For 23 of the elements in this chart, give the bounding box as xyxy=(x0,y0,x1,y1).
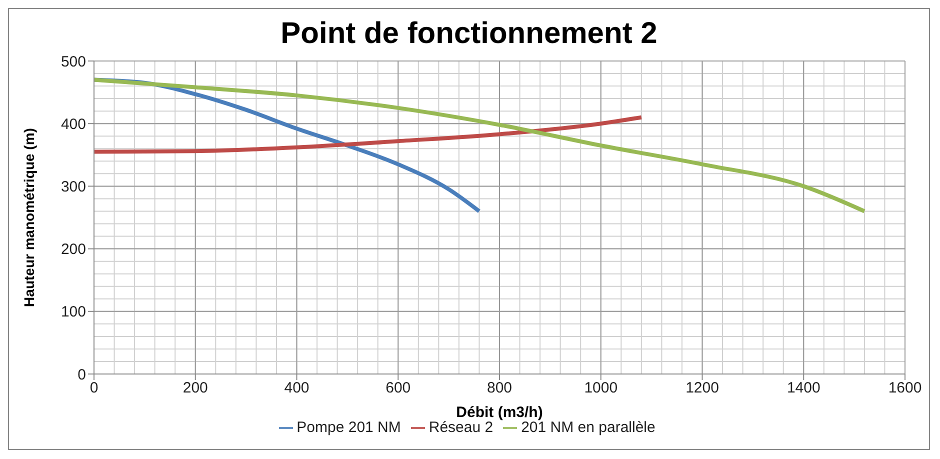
x-tick-label: 1600 xyxy=(888,380,922,397)
x-tick-label: 1200 xyxy=(686,380,719,397)
y-tick-label: 500 xyxy=(60,53,86,70)
x-tick-label: 0 xyxy=(90,380,98,397)
x-tick-label: 800 xyxy=(486,380,512,397)
x-tick-label: 1000 xyxy=(584,380,618,397)
legend-label: Pompe 201 NM xyxy=(296,419,401,436)
x-axis-title: Débit (m3/h) xyxy=(456,404,543,421)
legend-label: Réseau 2 xyxy=(428,419,494,436)
y-tick-label: 200 xyxy=(60,241,86,258)
x-tick-label: 1400 xyxy=(786,380,820,397)
x-tick-label: 400 xyxy=(284,380,310,397)
line-series xyxy=(94,78,866,214)
y-tick-label: 100 xyxy=(60,304,86,321)
x-tick-label: 200 xyxy=(182,380,208,397)
y-tick-label: 300 xyxy=(60,178,86,196)
line-series xyxy=(94,115,644,154)
legend-label: 201 NM en parallèle xyxy=(521,419,656,436)
chart-title: Point de fonctionnement 2 xyxy=(280,17,658,51)
y-tick-label: 400 xyxy=(60,116,86,133)
y-tick-label: 0 xyxy=(78,366,86,384)
y-axis-title: Hauteur manométrique (m) xyxy=(20,128,37,307)
x-tick-label: 600 xyxy=(386,380,411,397)
